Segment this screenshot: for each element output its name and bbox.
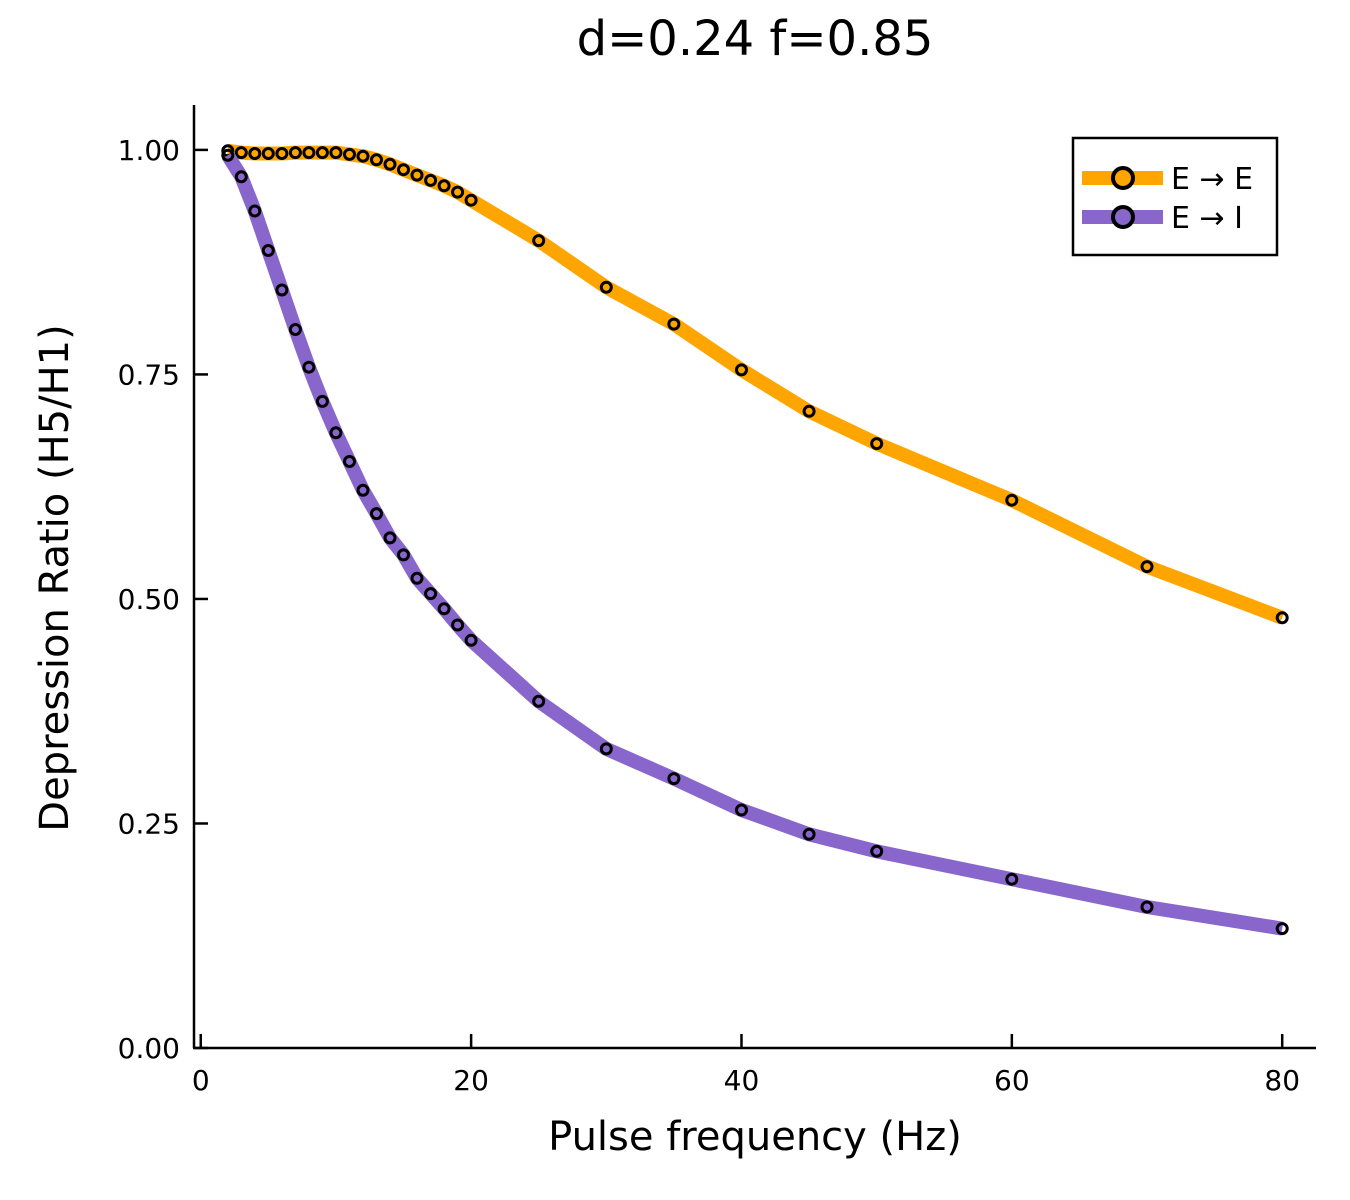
legend: E → E E → I [1071, 136, 1279, 257]
legend-box [1071, 136, 1279, 257]
data-point-e-to-i [1275, 922, 1289, 936]
y-tick-label: 1.00 [118, 134, 180, 167]
data-point-e-to-e [329, 146, 343, 160]
data-point-e-to-e [1275, 611, 1289, 625]
data-point-e-to-e [424, 173, 438, 187]
data-point-e-to-e [248, 147, 262, 160]
y-tick-label: 0.00 [118, 1032, 180, 1065]
data-point-e-to-i [383, 531, 397, 545]
data-point-e-to-i [464, 633, 478, 647]
x-tick-label: 60 [994, 1064, 1030, 1097]
data-point-e-to-i [302, 360, 316, 374]
data-point-e-to-e [275, 147, 289, 160]
data-point-e-to-i [261, 244, 275, 257]
x-tick-label: 0 [192, 1064, 210, 1097]
x-tick-label: 40 [724, 1064, 760, 1097]
y-tick-label: 0.25 [118, 807, 180, 840]
data-point-e-to-i [667, 772, 681, 786]
data-point-e-to-e [343, 147, 356, 161]
data-point-e-to-e [532, 234, 546, 248]
data-point-e-to-e [735, 363, 748, 377]
legend-entry-e-to-i: E → I [1082, 201, 1243, 236]
data-point-e-to-e [451, 185, 465, 199]
series-e-to-i [221, 148, 1289, 936]
data-point-e-to-i [424, 587, 438, 601]
data-point-e-to-i [234, 170, 248, 184]
data-point-e-to-e [870, 437, 884, 451]
data-point-e-to-e [356, 149, 370, 163]
series-line-e-to-i [221, 151, 1284, 936]
data-point-e-to-i [532, 694, 546, 708]
y-tick-label: 0.50 [118, 583, 180, 616]
data-point-e-to-i [870, 844, 884, 858]
data-point-e-to-e [599, 280, 613, 294]
series-e-to-e [221, 143, 1289, 625]
data-point-e-to-i [437, 602, 451, 616]
x-axis-label: Pulse frequency (Hz) [548, 1114, 962, 1160]
data-point-e-to-i [1140, 900, 1154, 914]
y-tick-label: 0.75 [118, 358, 180, 391]
x-tick-label: 80 [1264, 1064, 1300, 1097]
data-point-e-to-e [437, 179, 451, 193]
data-point-e-to-i [410, 571, 424, 585]
data-point-e-to-e [667, 317, 681, 331]
data-point-e-to-i [315, 394, 329, 408]
data-point-e-to-e [464, 193, 478, 207]
legend-marker-e-to-i [1111, 205, 1135, 229]
data-point-e-to-e [370, 153, 383, 167]
data-point-e-to-i [599, 742, 613, 756]
data-point-e-to-e [397, 163, 410, 177]
data-point-e-to-i [275, 283, 289, 297]
data-point-e-to-e [234, 146, 248, 160]
data-point-e-to-e [1005, 493, 1019, 507]
x-tick-label: 20 [453, 1064, 489, 1097]
data-point-e-to-i [248, 204, 262, 218]
series-line-e-to-e [226, 143, 1285, 625]
data-point-e-to-e [302, 146, 316, 160]
data-point-e-to-i [1005, 872, 1019, 886]
chart-title: d=0.24 f=0.85 [577, 11, 934, 67]
data-point-e-to-i [288, 323, 302, 336]
axes [192, 105, 1316, 1050]
data-point-e-to-e [383, 157, 397, 171]
data-point-e-to-e [261, 147, 275, 160]
plot-series [221, 143, 1289, 936]
y-axis-label: Depression Ratio (H5/H1) [32, 324, 78, 831]
data-point-e-to-e [315, 146, 329, 160]
data-point-e-to-i [370, 507, 383, 521]
legend-label-e-to-i: E → I [1171, 201, 1243, 236]
data-point-e-to-e [410, 168, 424, 182]
x-ticks: 0 20 40 60 80 [192, 1034, 1300, 1097]
data-point-e-to-e [802, 404, 816, 418]
data-point-e-to-i [735, 803, 748, 817]
y-ticks: 0.00 0.25 0.50 0.75 1.00 [118, 134, 208, 1065]
legend-label-e-to-e: E → E [1171, 162, 1253, 197]
data-point-e-to-i [397, 548, 410, 562]
data-point-e-to-i [356, 483, 370, 497]
data-point-e-to-i [802, 827, 816, 841]
legend-entry-e-to-e: E → E [1082, 162, 1253, 197]
legend-marker-e-to-e [1111, 166, 1135, 190]
data-point-e-to-i [343, 455, 356, 468]
data-point-e-to-e [1140, 560, 1154, 574]
data-point-e-to-i [451, 618, 465, 632]
data-point-e-to-i [221, 148, 235, 162]
data-point-e-to-i [329, 426, 343, 440]
data-point-e-to-e [288, 146, 302, 160]
